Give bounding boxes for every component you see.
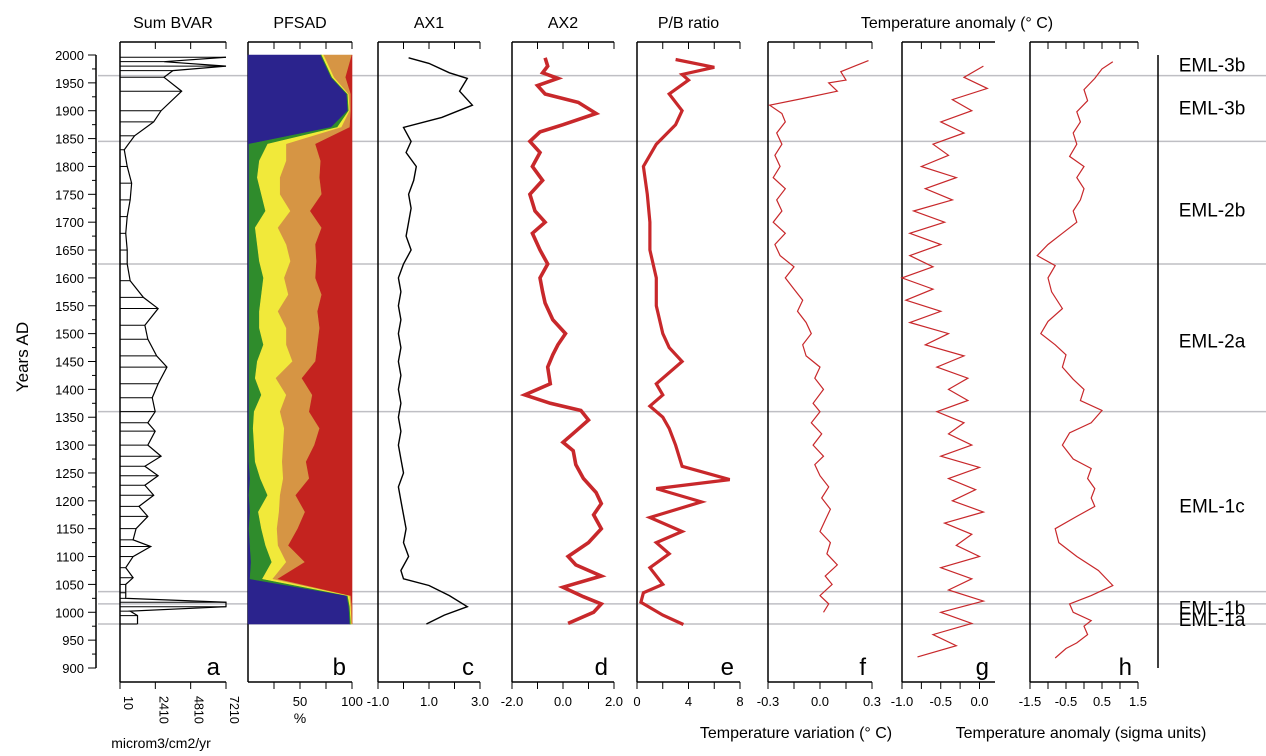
panel-letter: g bbox=[976, 654, 989, 681]
x-tick-label: 0 bbox=[633, 694, 640, 709]
zone-label: EML-1b bbox=[1179, 598, 1246, 619]
zone-label: EML-1a bbox=[1179, 610, 1246, 631]
x-tick-label: 1.5 bbox=[1129, 694, 1147, 709]
panel-title: Sum BVAR bbox=[133, 15, 213, 32]
panel-letter: e bbox=[721, 654, 734, 681]
panel-letter: a bbox=[207, 654, 221, 681]
panel-a: 10 2410 4810 7210 Sum BVAR a microm3/cm2/yr bbox=[111, 15, 241, 751]
zone-label: EML-3b bbox=[1179, 55, 1246, 76]
x-tick-label: 2410 bbox=[156, 696, 170, 724]
x-tick-label: -0.3 bbox=[757, 694, 779, 709]
y-tick-label: 1700 bbox=[55, 215, 84, 230]
panel-e: 0 4 8 P/B ratio e bbox=[633, 15, 743, 709]
header-label: Temperature anomaly (° C) bbox=[861, 15, 1053, 32]
x-tick-label: 0.3 bbox=[863, 694, 881, 709]
panel-letter: d bbox=[595, 654, 608, 681]
panel-letter: c bbox=[462, 654, 474, 681]
x-tick-label: 0.0 bbox=[554, 694, 572, 709]
zone-label: EML-2a bbox=[1179, 331, 1246, 352]
x-tick-label: 2.0 bbox=[605, 694, 623, 709]
data-line bbox=[768, 60, 869, 613]
extra-labels: Temperature anomaly (° C) Temperature var… bbox=[700, 15, 1207, 742]
zone-label: EML-1c bbox=[1179, 496, 1244, 517]
panel-title: P/B ratio bbox=[658, 15, 719, 32]
footer-label: Temperature variation (° C) bbox=[700, 725, 892, 742]
area-layer bbox=[277, 54, 353, 624]
footer-label: Temperature anomaly (sigma units) bbox=[956, 725, 1207, 742]
x-tick-label: 8 bbox=[736, 694, 743, 709]
y-tick-label: 1300 bbox=[55, 438, 84, 453]
x-tick-label: 4810 bbox=[192, 696, 206, 724]
data-line bbox=[1036, 61, 1114, 659]
x-tick-label: -0.5 bbox=[930, 694, 952, 709]
panel-title: PFSAD bbox=[273, 15, 326, 32]
y-tick-label: 1800 bbox=[55, 159, 84, 174]
y-tick-label: 1550 bbox=[55, 299, 84, 314]
y-tick-label: 1350 bbox=[55, 410, 84, 425]
panel-b: 50 100 PFSAD b% bbox=[247, 15, 363, 726]
x-tick-label: 7210 bbox=[227, 696, 241, 724]
panel-d: -2.0 0.0 2.0 AX2 d bbox=[501, 15, 623, 709]
zone-label: EML-2b bbox=[1179, 200, 1246, 221]
panel-letter: h bbox=[1119, 654, 1132, 681]
data-line bbox=[519, 57, 607, 626]
data-line bbox=[639, 57, 731, 626]
y-axis-label: Years AD bbox=[13, 322, 32, 392]
x-tick-label: -0.5 bbox=[1055, 694, 1077, 709]
y-tick-label: 1150 bbox=[56, 522, 84, 537]
y-tick-label: 1250 bbox=[55, 466, 84, 481]
y-tick-label: 950 bbox=[62, 633, 84, 648]
y-tick-label: 1400 bbox=[55, 382, 84, 397]
zone-labels: EML-3b EML-3b EML-2b EML-2a EML-1c EML-1bEML-… bbox=[1179, 55, 1246, 630]
y-tick-label: 2000 bbox=[55, 48, 84, 63]
panel-letter: f bbox=[859, 654, 866, 681]
y-tick-label: 900 bbox=[62, 661, 84, 676]
y-tick-label: 1850 bbox=[55, 132, 84, 147]
panel-g: -1.0 -0.5 0.0 g bbox=[891, 41, 995, 709]
zone-label: EML-3b bbox=[1179, 98, 1246, 119]
x-axis-label: % bbox=[294, 710, 306, 726]
panel-f: -0.3 0.0 0.3 f bbox=[757, 41, 881, 709]
x-tick-label: 50 bbox=[293, 694, 307, 709]
panel-letter: b bbox=[333, 654, 346, 681]
y-tick-label: 1750 bbox=[55, 187, 84, 202]
x-tick-label: -1.5 bbox=[1019, 694, 1041, 709]
y-tick-label: 1950 bbox=[55, 76, 84, 91]
x-tick-label: 1.0 bbox=[420, 694, 438, 709]
y-tick-label: 1600 bbox=[55, 271, 84, 286]
y-tick-label: 1050 bbox=[55, 577, 84, 592]
panel-h: -1.5 -0.5 0.5 1.5 h bbox=[1019, 41, 1147, 709]
data-line bbox=[397, 57, 474, 625]
x-tick-label: 3.0 bbox=[471, 694, 489, 709]
x-tick-label: -1.0 bbox=[367, 694, 389, 709]
data-line bbox=[123, 56, 227, 624]
panels: 10 2410 4810 7210 Sum BVAR a microm3/cm2/yr 50 1… bbox=[111, 15, 1147, 751]
panel-title: AX1 bbox=[414, 15, 444, 32]
panel-title: AX2 bbox=[548, 15, 578, 32]
data-line bbox=[900, 65, 989, 658]
panel-c: -1.0 1.0 3.0 AX1 c bbox=[367, 15, 489, 709]
y-tick-label: 1900 bbox=[55, 104, 84, 119]
y-tick-label: 1000 bbox=[55, 605, 84, 620]
x-tick-label: -1.0 bbox=[891, 694, 913, 709]
x-axis-label: microm3/cm2/yr bbox=[111, 735, 211, 751]
y-tick-label: 1200 bbox=[55, 494, 84, 509]
y-axis: Years AD 900 950 1000 1050 1100 1150 1200 1250 1… bbox=[13, 48, 97, 676]
y-tick-label: 1650 bbox=[55, 243, 84, 258]
y-tick-label: 1500 bbox=[55, 327, 84, 342]
y-tick-label: 1100 bbox=[56, 550, 84, 565]
x-tick-label: 0.5 bbox=[1093, 694, 1111, 709]
x-tick-label: 10 bbox=[121, 696, 135, 710]
x-tick-label: 0.0 bbox=[970, 694, 988, 709]
y-tick-label: 1450 bbox=[55, 355, 84, 370]
x-tick-label: -2.0 bbox=[501, 694, 523, 709]
x-tick-label: 100 bbox=[341, 694, 363, 709]
x-tick-label: 4 bbox=[685, 694, 692, 709]
x-tick-label: 0.0 bbox=[811, 694, 829, 709]
